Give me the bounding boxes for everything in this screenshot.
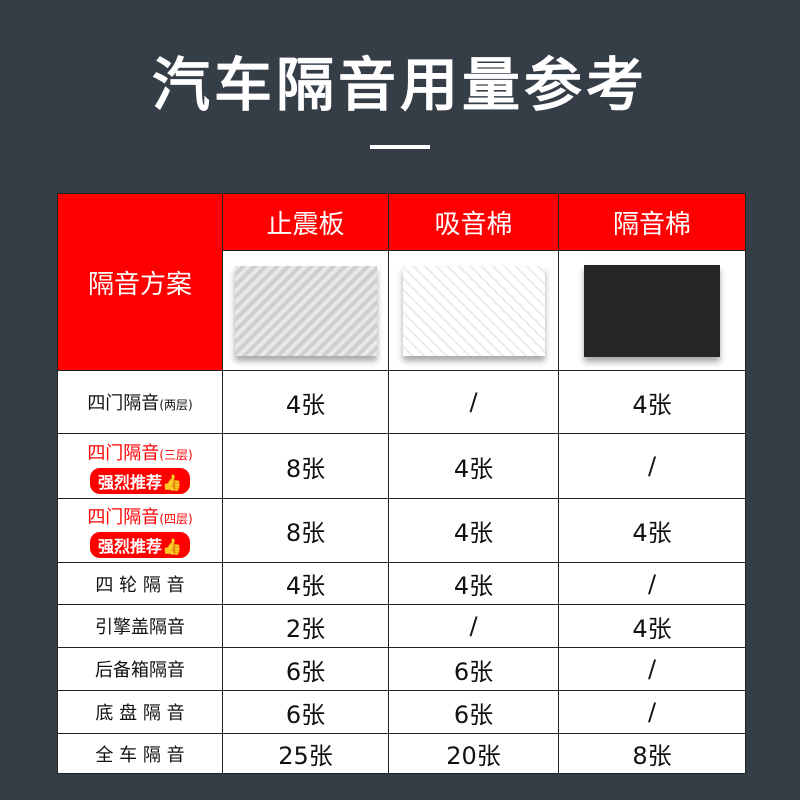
qty-cell: 4张 xyxy=(388,562,559,605)
row-sub: (两层) xyxy=(159,398,193,412)
recommend-badge: 强烈推荐👍 xyxy=(90,467,190,494)
plan-header: 隔音方案 xyxy=(57,193,223,371)
qty-cell: 4张 xyxy=(222,562,389,605)
damping-sheet-image xyxy=(222,250,389,371)
absorb-cotton-image xyxy=(388,250,559,371)
col-header-insulation: 隔音棉 xyxy=(558,193,746,251)
qty-cell: 4张 xyxy=(222,370,389,434)
row-label: 四 轮 隔 音 xyxy=(57,562,223,605)
qty-cell: 6张 xyxy=(388,647,559,691)
qty-cell: / xyxy=(558,690,746,734)
table-row: 四 轮 隔 音 4张 4张 / xyxy=(57,562,746,605)
col-header-absorb: 吸音棉 xyxy=(388,193,559,251)
qty-cell: 8张 xyxy=(558,733,746,774)
qty-cell: 20张 xyxy=(388,733,559,774)
title-divider xyxy=(370,145,430,149)
row-name: 引擎盖隔音 xyxy=(95,617,185,638)
table-row: 后备箱隔音 6张 6张 / xyxy=(57,647,746,691)
qty-cell: 6张 xyxy=(222,647,389,691)
qty-cell: 8张 xyxy=(222,498,389,563)
qty-cell: 4张 xyxy=(388,498,559,563)
qty-cell: 8张 xyxy=(222,433,389,499)
insulation-cotton-image xyxy=(558,250,746,371)
col-header-damping: 止震板 xyxy=(222,193,389,251)
row-label: 后备箱隔音 xyxy=(57,647,223,691)
usage-table: 隔音方案 止震板 吸音棉 隔音棉 四门隔音(两层) 4张/4张 四门隔音(三层) 强烈… xyxy=(57,193,746,774)
table-row: 四门隔音(两层) 4张/4张 xyxy=(57,370,746,434)
table-row: 全 车 隔 音 25张 20张 8张 xyxy=(57,733,746,774)
qty-cell: 4张 xyxy=(558,498,746,563)
qty-cell: / xyxy=(558,562,746,605)
row-name: 四门隔音 xyxy=(87,393,160,414)
row-label: 四门隔音(四层) 强烈推荐👍 xyxy=(57,498,223,563)
recommend-badge: 强烈推荐👍 xyxy=(90,532,190,558)
row-label: 全 车 隔 音 xyxy=(57,733,223,774)
qty-cell: 4张 xyxy=(388,433,559,499)
table-row: 底 盘 隔 音 6张 6张 / xyxy=(57,690,746,734)
row-label: 四门隔音(三层) 强烈推荐👍 xyxy=(57,433,223,499)
qty-cell: 6张 xyxy=(388,690,559,734)
qty-cell: / xyxy=(558,647,746,691)
row-name: 四 轮 隔 音 xyxy=(95,574,185,596)
row-name: 全 车 隔 音 xyxy=(95,744,185,766)
table-row: 四门隔音(四层) 强烈推荐👍 8张 4张 4张 xyxy=(57,498,746,563)
row-name: 底 盘 隔 音 xyxy=(95,703,185,724)
row-name: 四门隔音 xyxy=(87,442,160,464)
qty-cell: 2张 xyxy=(222,604,389,648)
row-label: 引擎盖隔音 xyxy=(57,604,223,648)
row-name: 四门隔音 xyxy=(87,507,160,528)
qty-cell: 4张 xyxy=(558,370,746,434)
qty-cell: 25张 xyxy=(222,733,389,774)
row-sub: (四层) xyxy=(159,512,193,526)
row-sub: (三层) xyxy=(159,447,193,462)
table-row: 四门隔音(三层) 强烈推荐👍 8张 4张 / xyxy=(57,433,746,499)
page-title: 汽车隔音用量参考 xyxy=(151,51,648,119)
table-row: 引擎盖隔音 2张/4张 xyxy=(57,604,746,648)
qty-cell: / xyxy=(388,604,559,648)
row-name: 后备箱隔音 xyxy=(95,660,185,681)
qty-cell: 6张 xyxy=(222,690,389,734)
qty-cell: / xyxy=(558,433,746,499)
row-label: 四门隔音(两层) xyxy=(57,370,223,434)
qty-cell: / xyxy=(388,370,559,434)
qty-cell: 4张 xyxy=(558,604,746,648)
row-label: 底 盘 隔 音 xyxy=(57,690,223,734)
